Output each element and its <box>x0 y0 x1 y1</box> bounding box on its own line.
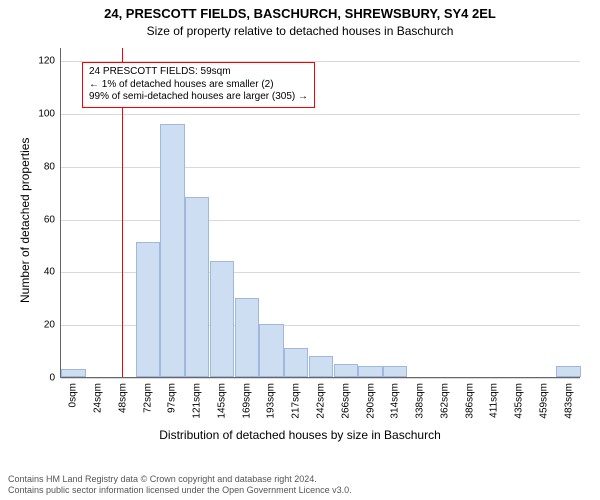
x-tick-label: 459sqm <box>538 383 549 419</box>
x-tick-label: 290sqm <box>365 383 376 419</box>
x-tick-label: 338sqm <box>415 383 426 419</box>
chart-title-main: 24, PRESCOTT FIELDS, BASCHURCH, SHREWSBU… <box>0 6 600 21</box>
annotation-line-1: 24 PRESCOTT FIELDS: 59sqm <box>89 66 308 79</box>
x-axis-label: Distribution of detached houses by size … <box>0 428 600 442</box>
chart-container: 24, PRESCOTT FIELDS, BASCHURCH, SHREWSBU… <box>0 0 600 500</box>
y-tick-label: 80 <box>44 161 55 172</box>
y-tick-label: 120 <box>38 56 55 67</box>
x-tick-label: 435sqm <box>514 383 525 419</box>
histogram-bar <box>556 366 580 377</box>
x-tick-label: 121sqm <box>192 383 203 419</box>
x-tick-label: 386sqm <box>464 383 475 419</box>
histogram-bar <box>259 324 283 377</box>
annotation-callout: 24 PRESCOTT FIELDS: 59sqm ← 1% of detach… <box>82 62 315 108</box>
histogram-bar <box>284 348 308 377</box>
histogram-bar <box>334 364 358 377</box>
histogram-bar <box>210 261 234 377</box>
gridline <box>61 167 580 168</box>
x-tick-label: 242sqm <box>316 383 327 419</box>
y-tick-label: 40 <box>44 267 55 278</box>
x-tick-label: 24sqm <box>93 383 104 413</box>
x-tick-label: 193sqm <box>266 383 277 419</box>
x-tick-label: 314sqm <box>390 383 401 419</box>
y-tick-label: 100 <box>38 109 55 120</box>
chart-title-sub: Size of property relative to detached ho… <box>0 24 600 38</box>
histogram-bar <box>235 298 259 377</box>
x-tick-label: 97sqm <box>167 383 178 413</box>
x-tick-label: 411sqm <box>489 383 500 418</box>
y-tick-label: 20 <box>44 320 55 331</box>
annotation-line-2: ← 1% of detached houses are smaller (2) <box>89 79 308 92</box>
x-tick-label: 169sqm <box>241 383 252 419</box>
x-tick-label: 48sqm <box>117 383 128 413</box>
gridline <box>61 378 580 379</box>
footer-line-1: Contains HM Land Registry data © Crown c… <box>8 474 352 485</box>
x-tick-label: 0sqm <box>68 383 79 407</box>
histogram-bar <box>61 369 85 377</box>
x-tick-label: 266sqm <box>340 383 351 419</box>
x-tick-label: 145sqm <box>216 383 227 419</box>
histogram-bar <box>309 356 333 377</box>
histogram-bar <box>358 366 382 377</box>
x-tick-label: 72sqm <box>142 383 153 413</box>
annotation-line-3: 99% of semi-detached houses are larger (… <box>89 91 308 104</box>
x-tick-label: 362sqm <box>439 383 450 419</box>
attribution-footer: Contains HM Land Registry data © Crown c… <box>8 474 352 496</box>
x-tick-label: 483sqm <box>563 383 574 419</box>
gridline <box>61 114 580 115</box>
y-tick-label: 0 <box>49 373 55 384</box>
histogram-bar <box>136 242 160 377</box>
y-axis-label: Number of detached properties <box>18 138 32 303</box>
histogram-bar <box>383 366 407 377</box>
gridline <box>61 220 580 221</box>
y-tick-label: 60 <box>44 214 55 225</box>
x-tick-label: 217sqm <box>291 383 302 419</box>
histogram-bar <box>185 197 209 377</box>
footer-line-2: Contains public sector information licen… <box>8 485 352 496</box>
histogram-bar <box>160 124 184 377</box>
